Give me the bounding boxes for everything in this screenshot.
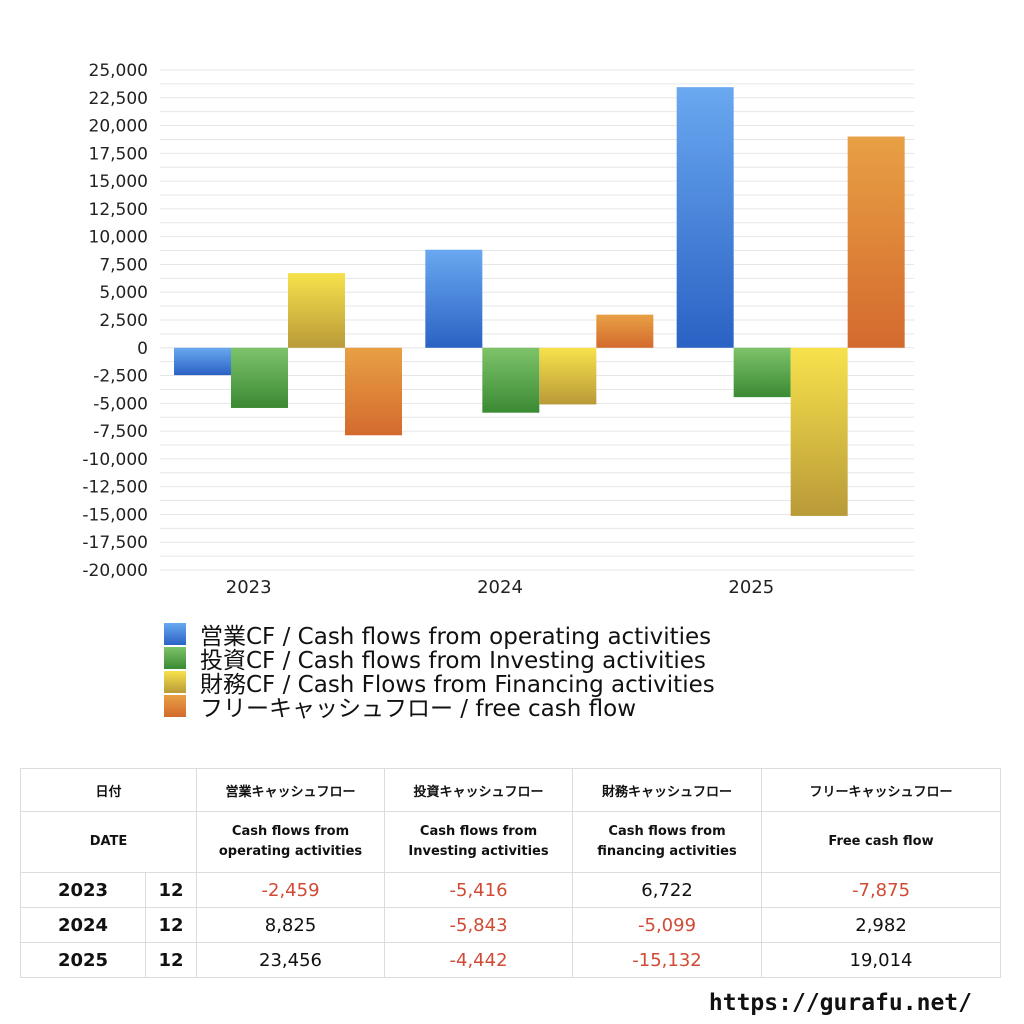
legend-label-investing: 投資CF / Cash flows from Investing activit… <box>200 648 706 674</box>
y-tick-label: 17,500 <box>89 144 148 164</box>
table-header-row-ja: 日付 営業キャッシュフロー 投資キャッシュフロー 財務キャッシュフロー フリーキ… <box>19 768 1002 812</box>
y-tick-label: -12,500 <box>82 478 148 498</box>
table-row: 2023 12 -2,459 -5,416 6,722 -7,875 <box>20 872 1002 908</box>
legend-item-free-cash-flow: フリーキャッシュフロー / free cash flow <box>164 694 715 722</box>
cell-free-cash-flow: 19,014 <box>761 942 1002 978</box>
cell-operating: 8,825 <box>196 907 386 943</box>
legend-label-free-cash-flow: フリーキャッシュフロー / free cash flow <box>200 696 637 722</box>
cell-investing: -5,416 <box>384 872 574 908</box>
y-tick-label: 15,000 <box>89 172 148 192</box>
y-tick-label: 7,500 <box>99 255 148 275</box>
bar-financing-2023 <box>288 273 345 348</box>
y-tick-label: 12,500 <box>89 200 148 220</box>
y-tick-label: 0 <box>137 339 148 359</box>
y-tick-label: -15,000 <box>82 505 148 525</box>
row-year: 2024 <box>20 907 146 943</box>
y-tick-label: 10,000 <box>89 228 148 248</box>
y-tick-label: 22,500 <box>89 89 148 109</box>
cell-operating: -2,459 <box>196 872 386 908</box>
y-tick-label: 20,000 <box>89 117 148 137</box>
row-month: 12 <box>144 907 198 943</box>
legend-item-financing: 財務CF / Cash Flows from Financing activit… <box>164 670 715 698</box>
header-date-ja: 日付 <box>19 768 198 812</box>
bar-free-cash-flow-2023 <box>345 347 402 436</box>
legend-swatch-operating <box>164 623 186 645</box>
cash-flow-chart: 25,000 22,500 20,000 17,500 15,000 12,500 10,0… <box>82 61 914 598</box>
header-financing-ja: 財務キャッシュフロー <box>572 768 763 812</box>
y-tick-label: 5,000 <box>99 283 148 303</box>
legend-label-operating: 営業CF / Cash flows from operating activit… <box>200 624 712 650</box>
x-axis-ticks: 2023 2024 2025 <box>226 577 774 598</box>
y-tick-label: -20,000 <box>82 561 148 581</box>
y-tick-label: -10,000 <box>82 450 148 470</box>
y-tick-label: -7,500 <box>93 422 148 442</box>
x-tick-label: 2025 <box>728 577 774 598</box>
legend-label-financing: 財務CF / Cash Flows from Financing activit… <box>200 672 715 698</box>
legend-swatch-investing <box>164 647 186 669</box>
legend-item-investing: 投資CF / Cash flows from Investing activit… <box>164 646 715 674</box>
header-date-en: DATE <box>19 811 198 873</box>
table-header-row-en: DATE Cash flows from operating activitie… <box>19 811 1002 873</box>
cash-flow-table: 日付 営業キャッシュフロー 投資キャッシュフロー 財務キャッシュフロー フリーキ… <box>19 768 1002 978</box>
row-year: 2025 <box>20 942 146 978</box>
bar-free-cash-flow-2024 <box>596 314 654 348</box>
header-operating-ja: 営業キャッシュフロー <box>196 768 386 812</box>
cell-free-cash-flow: -7,875 <box>761 872 1002 908</box>
y-tick-label: 25,000 <box>89 61 148 81</box>
cell-investing: -4,442 <box>384 942 574 978</box>
header-investing-ja: 投資キャッシュフロー <box>384 768 574 812</box>
header-free-cash-flow-en: Free cash flow <box>761 811 1002 873</box>
cell-free-cash-flow: 2,982 <box>761 907 1002 943</box>
site-url[interactable]: https://gurafu.net/ <box>708 990 972 1016</box>
bar-investing-2025 <box>733 347 791 398</box>
header-operating-en: Cash flows from operating activities <box>196 811 386 873</box>
table-row: 2025 12 23,456 -4,442 -15,132 19,014 <box>20 942 1002 978</box>
x-tick-label: 2023 <box>226 577 272 598</box>
cell-financing: -5,099 <box>572 907 763 943</box>
legend: 営業CF / Cash flows from operating activit… <box>164 622 715 722</box>
cell-financing: -15,132 <box>572 942 763 978</box>
y-axis-ticks: 25,000 22,500 20,000 17,500 15,000 12,500 10,0… <box>82 61 148 581</box>
bar-financing-2024 <box>539 347 597 405</box>
bar-operating-2024 <box>425 249 483 348</box>
bar-investing-2023 <box>231 347 288 408</box>
legend-swatch-free-cash-flow <box>164 695 186 717</box>
header-free-cash-flow-ja: フリーキャッシュフロー <box>761 768 1002 812</box>
bars <box>174 87 905 516</box>
y-tick-label: 2,500 <box>99 311 148 331</box>
y-tick-label: -17,500 <box>82 533 148 553</box>
bar-investing-2024 <box>482 347 540 413</box>
bar-financing-2025 <box>790 347 848 516</box>
legend-item-operating: 営業CF / Cash flows from operating activit… <box>164 622 715 650</box>
header-financing-en: Cash flows from financing activities <box>572 811 763 873</box>
cell-investing: -5,843 <box>384 907 574 943</box>
row-year: 2023 <box>20 872 146 908</box>
y-tick-label: -5,000 <box>93 394 148 414</box>
bar-free-cash-flow-2025 <box>847 136 905 348</box>
legend-swatch-financing <box>164 671 186 693</box>
header-investing-en: Cash flows from Investing activities <box>384 811 574 873</box>
cell-financing: 6,722 <box>572 872 763 908</box>
y-tick-label: -2,500 <box>93 367 148 387</box>
bar-operating-2023 <box>174 347 231 376</box>
x-tick-label: 2024 <box>477 577 523 598</box>
row-month: 12 <box>144 942 198 978</box>
cell-operating: 23,456 <box>196 942 386 978</box>
row-month: 12 <box>144 872 198 908</box>
table-row: 2024 12 8,825 -5,843 -5,099 2,982 <box>20 907 1002 943</box>
bar-operating-2025 <box>676 87 734 348</box>
